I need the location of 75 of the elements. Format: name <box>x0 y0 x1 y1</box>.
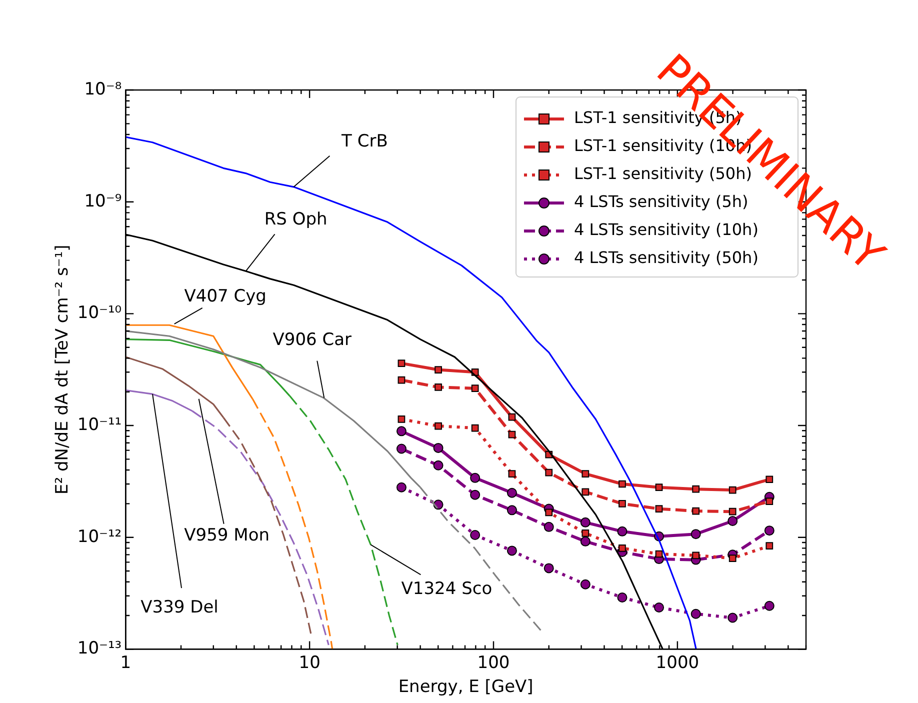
point <box>508 430 516 438</box>
point <box>396 482 406 492</box>
point <box>580 579 590 590</box>
x-tick-label: 1000 <box>656 652 700 673</box>
point <box>617 592 628 602</box>
point <box>433 460 444 470</box>
point <box>655 550 663 558</box>
y-tick-label: 10⁻¹³ <box>77 638 122 659</box>
point <box>582 488 590 496</box>
point <box>690 529 701 540</box>
point <box>544 522 554 532</box>
point <box>506 546 517 556</box>
annotation: V906 Car <box>272 330 352 350</box>
point <box>766 542 774 550</box>
point <box>582 470 590 478</box>
point <box>582 529 590 537</box>
point <box>728 612 738 623</box>
point <box>545 508 553 516</box>
point <box>434 422 442 430</box>
point <box>655 484 663 492</box>
point <box>618 544 626 552</box>
point <box>728 486 736 494</box>
x-tick-label: 10 <box>298 652 320 673</box>
point <box>766 498 774 506</box>
point <box>506 488 517 498</box>
point <box>398 360 406 367</box>
point <box>434 366 442 374</box>
point <box>506 505 517 516</box>
point <box>396 444 406 454</box>
y-axis-title: E² dN/dE dA dt [TeV cm⁻² s⁻¹] <box>52 244 73 495</box>
point <box>398 376 406 384</box>
point <box>764 600 774 611</box>
point <box>471 424 479 432</box>
point <box>580 536 590 546</box>
x-tick-label: 100 <box>477 652 510 673</box>
point <box>690 608 701 619</box>
annotation: RS Oph <box>264 210 328 230</box>
point <box>692 552 700 560</box>
point <box>728 508 736 516</box>
point <box>618 500 626 508</box>
y-tick-label: 10⁻¹² <box>77 526 122 547</box>
y-tick-label: 10⁻⁹ <box>84 191 122 212</box>
point <box>692 507 700 515</box>
point <box>655 505 663 512</box>
point <box>398 415 406 423</box>
point <box>544 563 554 574</box>
point <box>692 485 700 493</box>
point <box>728 516 738 526</box>
point <box>470 472 480 483</box>
point <box>433 442 444 453</box>
annotation: T CrB <box>340 131 388 152</box>
point <box>470 490 480 500</box>
point <box>396 426 406 436</box>
y-tick-label: 10⁻¹⁰ <box>77 303 122 324</box>
annotation: V959 Mon <box>184 525 270 546</box>
point <box>545 468 553 476</box>
point <box>728 554 736 562</box>
annotation: V339 Del <box>140 598 218 618</box>
y-tick-label: 10⁻⁸ <box>84 79 122 100</box>
annotation: V407 Cyg <box>184 286 266 306</box>
point <box>764 526 774 536</box>
point <box>618 480 626 488</box>
x-tick-label: 1 <box>120 652 132 673</box>
point <box>654 602 664 612</box>
point <box>434 384 442 391</box>
x-axis-title: Energy, E [GeV] <box>398 677 534 698</box>
point <box>508 413 516 421</box>
point <box>766 476 774 484</box>
point <box>580 517 590 528</box>
point <box>617 526 628 536</box>
point <box>470 530 480 540</box>
point <box>508 470 516 478</box>
point <box>471 384 479 392</box>
y-tick-label: 10⁻¹¹ <box>77 414 122 435</box>
annotation: V1324 Sco <box>401 579 492 600</box>
